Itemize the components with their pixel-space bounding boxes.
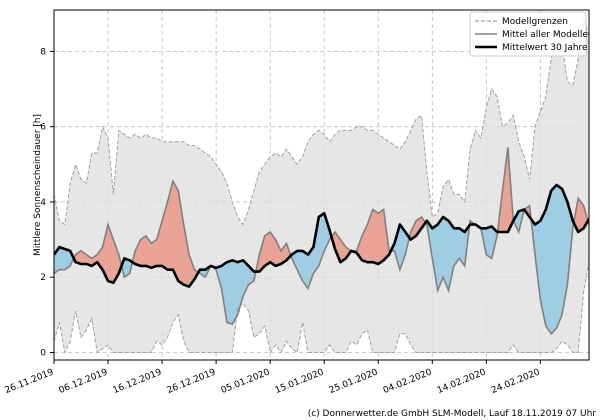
below-normal-area [550, 184, 557, 335]
legend-label-modellgrenzen: Modellgrenzen [502, 17, 568, 27]
series-mittel-aller-modelle [54, 147, 589, 335]
legend-label-mittelwert-30: Mittelwert 30 Jahre [502, 43, 588, 53]
y-tick-label: 2 [40, 273, 46, 283]
y-tick-label: 4 [40, 198, 46, 208]
y-tick-label: 6 [40, 123, 46, 133]
x-tick-label: 25.01.2020 [328, 367, 380, 396]
copyright-note: (c) Donnerwetter.de GmbH SLM-Modell, Lau… [308, 409, 597, 419]
x-tick-label: 24.02.2020 [490, 367, 542, 396]
above-normal-area [372, 209, 379, 265]
above-normal-area [151, 239, 157, 269]
series-modellgrenzen-lower [54, 262, 589, 355]
x-tick-label: 14.02.2020 [436, 367, 488, 396]
above-normal-area [172, 180, 179, 282]
x-tick-label: 06.12.2019 [58, 367, 110, 396]
below-normal-area [486, 226, 492, 259]
x-tick-label: 16.12.2019 [112, 367, 164, 396]
above-normal-area [264, 231, 271, 267]
series-mittelwert-30-jahre [54, 183, 589, 288]
x-tick-label: 26.12.2019 [166, 367, 218, 396]
above-normal-area [140, 235, 147, 267]
x-tick-label: 26.11.2019 [4, 367, 56, 396]
legend-box [469, 11, 587, 57]
y-tick-label: 8 [40, 47, 46, 57]
below-normal-area [59, 246, 66, 270]
x-tick-label: 05.01.2020 [220, 367, 272, 396]
below-normal-area [226, 259, 233, 325]
plot-area [54, 17, 589, 355]
y-axis: 0 2 4 6 8 [40, 47, 54, 358]
x-axis: 26.11.2019 06.12.2019 16.12.2019 26.12.2019… [4, 360, 542, 396]
above-normal-area [378, 209, 384, 265]
below-normal-area [556, 184, 563, 329]
legend: Modellgrenzen Mittel aller Modelle Mitte… [469, 11, 588, 57]
series-modellgrenzen-upper [54, 17, 589, 226]
y-tick-label: 0 [40, 348, 46, 358]
x-tick-label: 15.01.2020 [274, 367, 326, 396]
legend-label-mittel-modelle: Mittel aller Modelle [502, 30, 588, 40]
plot-frame [53, 9, 590, 361]
y-axis-label: Mittlere Sonnenscheindauer [h] [33, 114, 43, 256]
below-normal-area [545, 190, 552, 335]
x-tick-label: 04.02.2020 [382, 367, 434, 396]
